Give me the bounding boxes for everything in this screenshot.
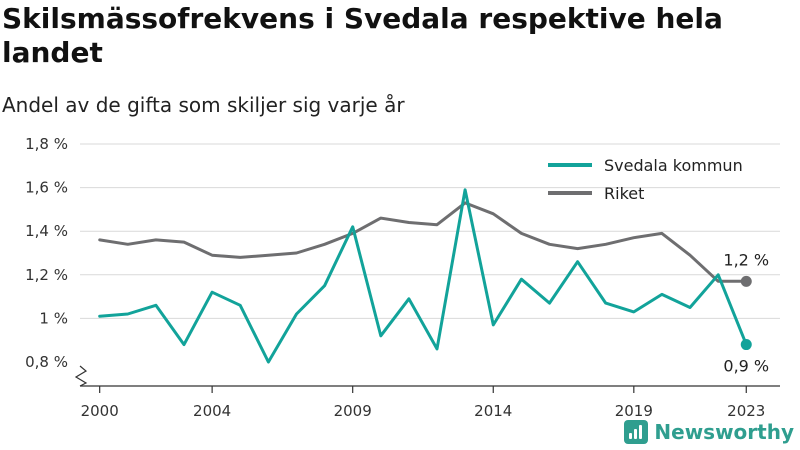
y-tick-label: 1,4 % xyxy=(25,222,68,240)
y-tick-label: 1,2 % xyxy=(25,266,68,284)
series-line-riket xyxy=(98,201,748,283)
y-axis: 0,8 % 1 % 1,2 % 1,4 % 1,6 % 1,8 % xyxy=(25,135,68,371)
end-value-label: 0,9 % xyxy=(723,357,769,376)
y-axis-break xyxy=(74,365,88,387)
series-lines xyxy=(98,188,752,364)
series-end-point xyxy=(740,339,752,351)
x-tick-label: 2023 xyxy=(727,402,765,420)
series-line-svedala-kommun xyxy=(98,188,748,364)
end-labels: 1,2 % 0,9 % xyxy=(723,250,769,375)
x-tick-label: 2004 xyxy=(193,402,231,420)
end-value-label: 1,2 % xyxy=(723,250,769,269)
legend-label: Riket xyxy=(604,184,644,203)
y-tick-label: 1,8 % xyxy=(25,135,68,153)
newsworthy-logo: Newsworthy xyxy=(624,420,794,444)
grid-lines xyxy=(80,143,780,319)
x-axis: 2000 2004 2009 2014 2019 2023 xyxy=(74,365,780,420)
x-tick-label: 2009 xyxy=(334,402,372,420)
x-tick-label: 2014 xyxy=(474,402,512,420)
legend-label: Svedala kommun xyxy=(604,156,743,175)
chart-title: Skilsmässofrekvens i Svedala respektive … xyxy=(2,2,723,69)
x-tick-label: 2019 xyxy=(615,402,653,420)
y-tick-label: 1,6 % xyxy=(25,179,68,197)
series-end-point xyxy=(740,275,752,287)
brand-name: Newsworthy xyxy=(654,420,794,444)
chart-subtitle: Andel av de gifta som skiljer sig varje … xyxy=(2,93,405,117)
y-tick-label: 0,8 % xyxy=(25,353,68,371)
x-tick-label: 2000 xyxy=(81,402,119,420)
y-tick-label: 1 % xyxy=(39,309,68,327)
legend: Svedala kommun Riket xyxy=(548,156,743,203)
newsworthy-logo-icon xyxy=(624,420,649,444)
